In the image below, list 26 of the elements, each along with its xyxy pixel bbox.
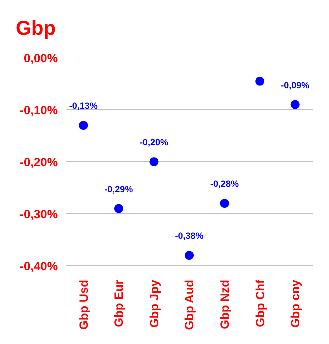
data-label: -0,20% (140, 137, 168, 148)
chart-title: Gbp (16, 18, 56, 41)
x-tick-label: Gbp Eur (112, 280, 126, 328)
x-tick-label: Gbp Nzd (218, 280, 232, 330)
x-tick-label: Gbp Chf (253, 279, 268, 328)
point (220, 199, 230, 208)
y-tick-label: -0,40% (20, 259, 58, 274)
y-tick-label: -0,20% (20, 155, 58, 170)
point (290, 100, 300, 110)
point (256, 76, 265, 86)
data-label: -0,28% (210, 179, 240, 190)
x-tick-label: Gbp cny (288, 280, 303, 328)
x-tick-label: Gbp Jpy (147, 280, 162, 328)
y-tick-label: -0,10% (20, 103, 58, 118)
data-label: -0,29% (104, 184, 134, 194)
x-tick-label: Gbp Usd (76, 280, 91, 330)
point (114, 204, 124, 214)
y-tick-label: -0,30% (20, 207, 58, 222)
data-label: -0,38% (175, 231, 204, 242)
point (150, 157, 159, 167)
point (79, 121, 88, 130)
y-tick-label: 0,00% (24, 51, 58, 66)
data-label: -0,13% (69, 101, 98, 112)
point (184, 251, 194, 260)
data-label: -0,09% (281, 80, 310, 90)
x-tick-label: Gbp Aud (182, 280, 197, 330)
